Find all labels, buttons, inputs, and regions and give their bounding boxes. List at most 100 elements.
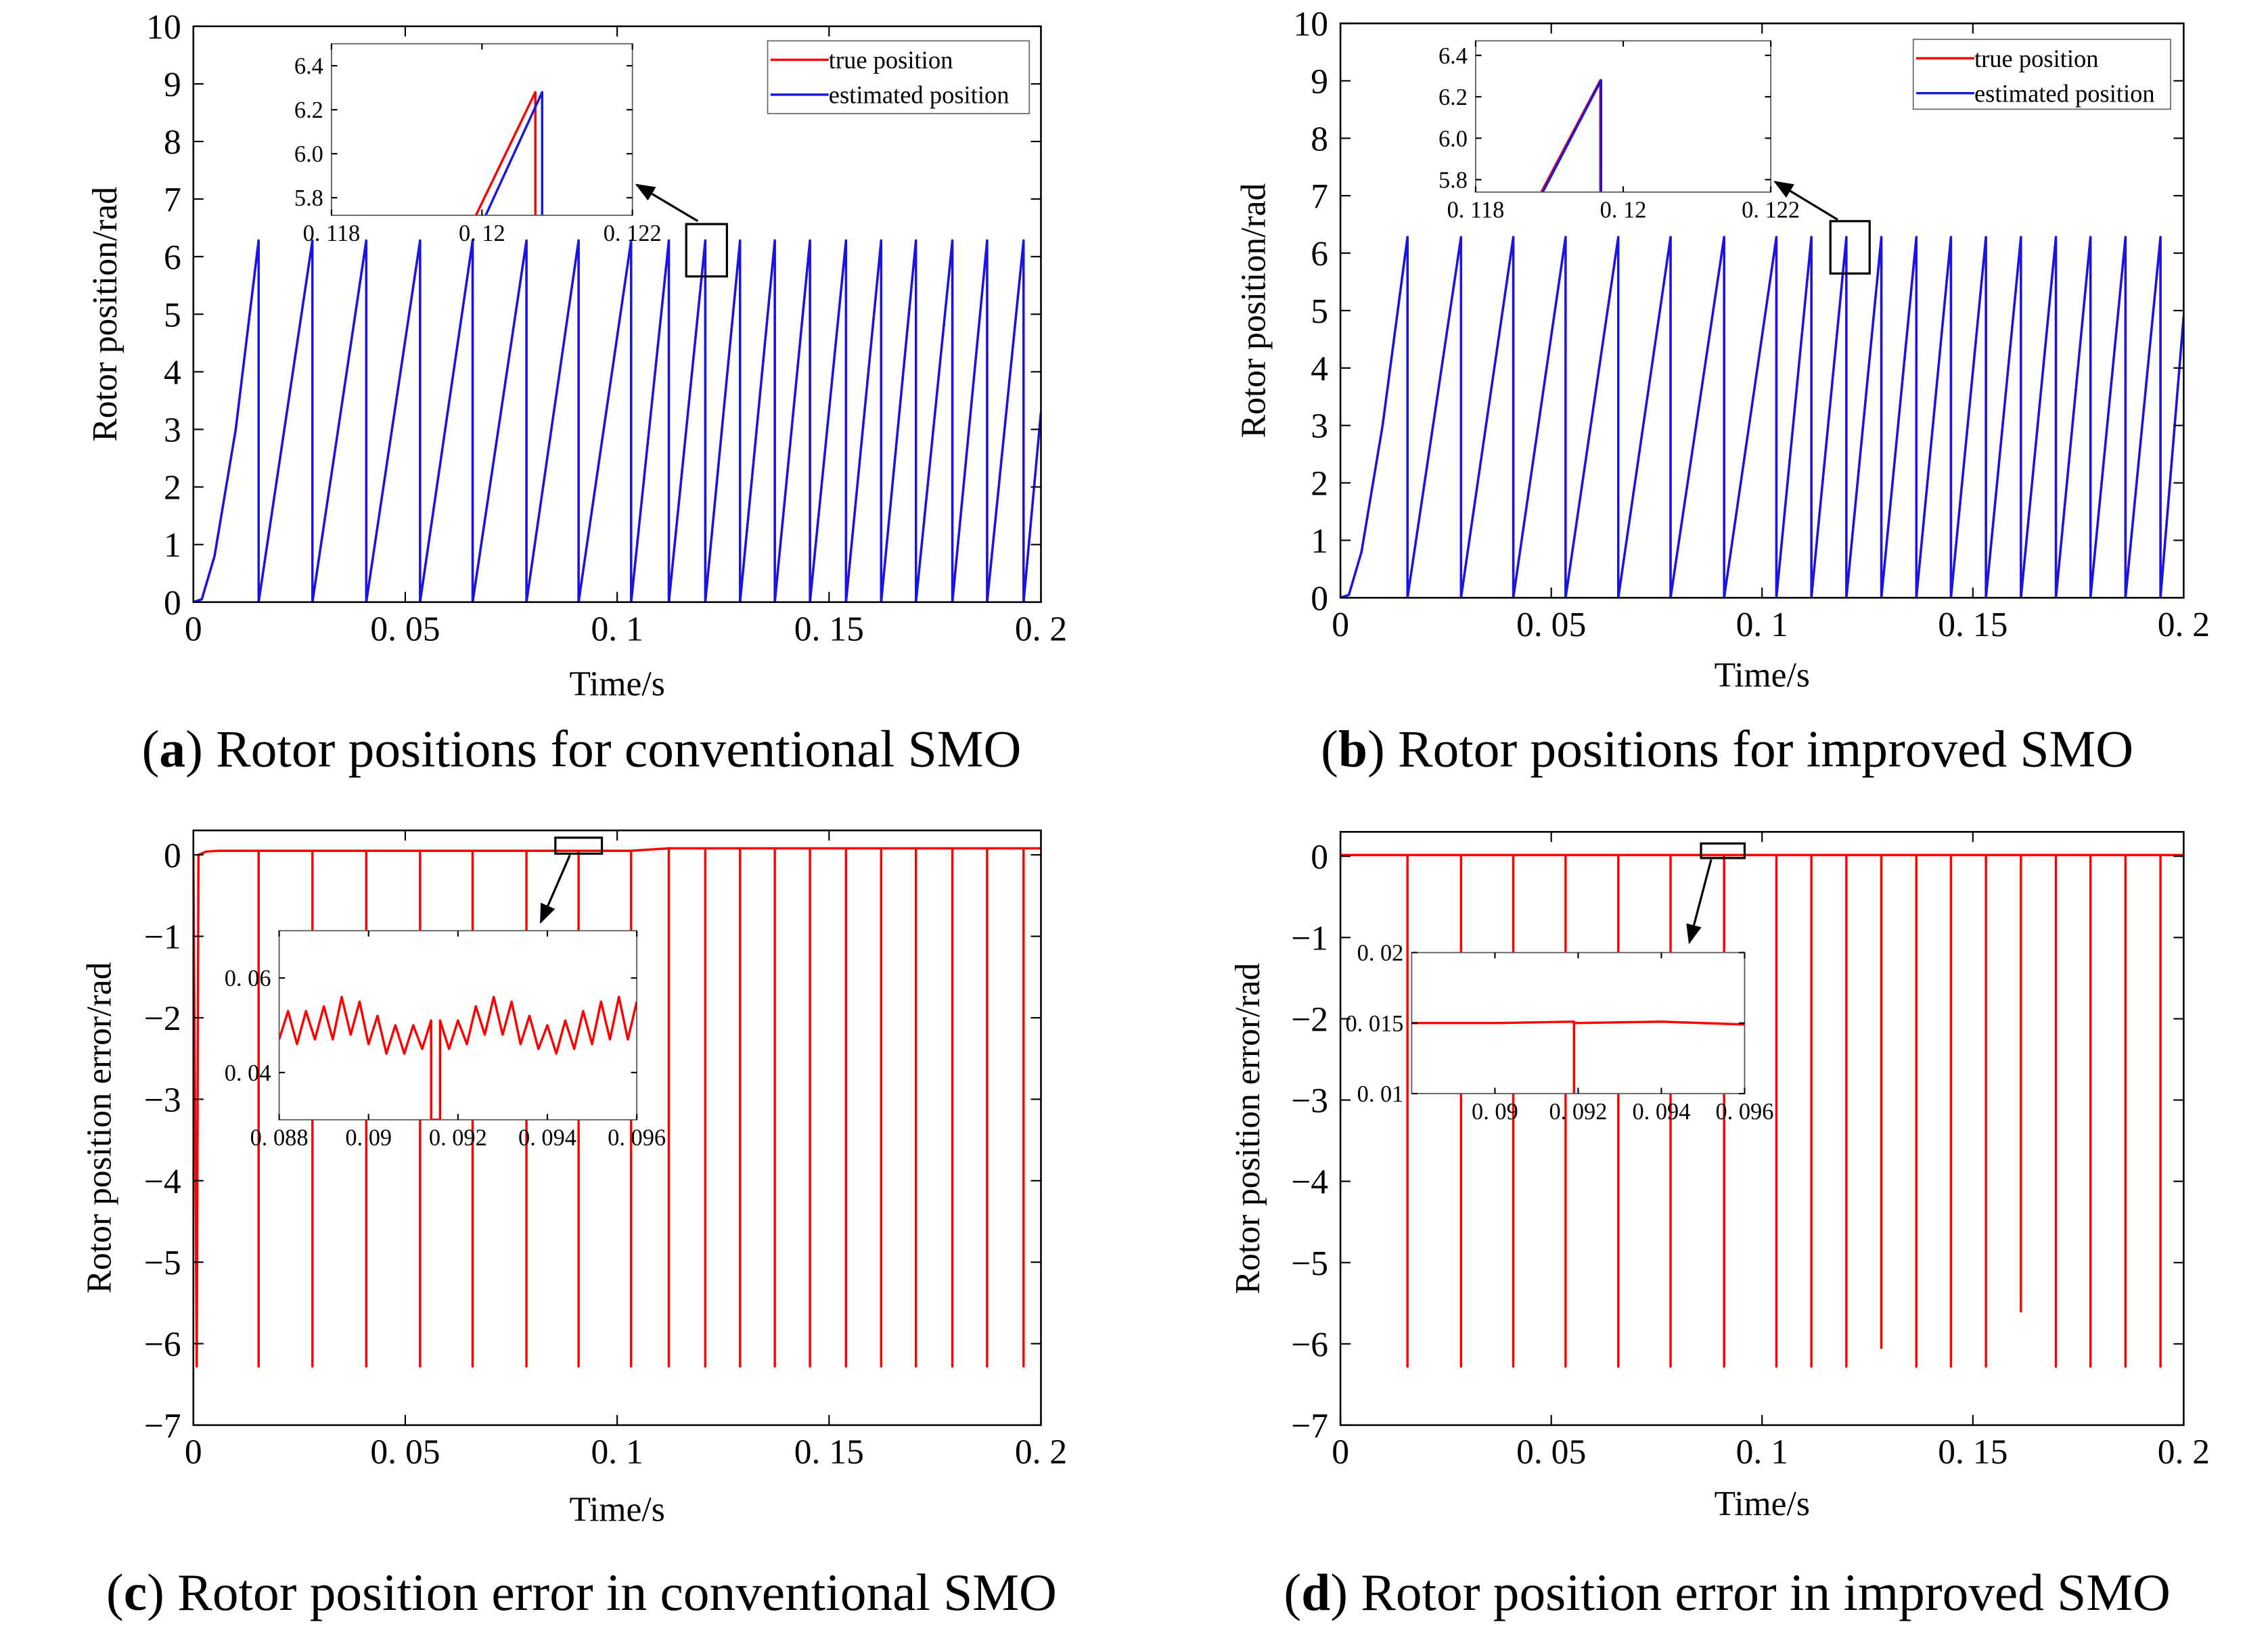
y-tick-label: −1	[144, 918, 181, 957]
x-tick-label: 0. 096	[608, 1125, 666, 1151]
caption-part: (	[1321, 720, 1338, 778]
x-tick-label: 0. 122	[604, 221, 662, 246]
y-tick-label: 9	[164, 66, 181, 104]
zoom-highlight	[1829, 220, 1871, 275]
x-tick-label: 0. 2	[1015, 1433, 1067, 1472]
y-tick-label: 0	[1311, 579, 1328, 618]
y-tick-label: 6.2	[294, 97, 323, 123]
x-axis-label: Time/s	[569, 665, 664, 703]
x-tick-label: 0. 092	[429, 1125, 487, 1151]
caption: (d) Rotor position error in improved SMO	[1284, 1563, 2170, 1621]
legend: true position estimated position	[1912, 39, 2171, 110]
chart-panel: 0 0. 05 0. 1 0. 15 0. 2 0 1 2 3 4 5 6 7 8 9 10 Time/s Rot…	[86, 8, 1067, 778]
x-tick-label: 0	[1332, 606, 1349, 644]
x-tick-label: 0. 092	[1549, 1099, 1607, 1125]
chart-panel: 0 0. 05 0. 1 0. 15 0. 2 0 1 2 3 4 5 6 7 8 9 10 Time/s Rot…	[1234, 5, 2210, 778]
legend-label: true position	[1974, 45, 2099, 72]
y-tick-label: 3	[164, 411, 181, 450]
x-tick-label: 0. 05	[1516, 606, 1586, 644]
inset-background	[1475, 41, 1771, 192]
y-axis-label: Rotor position/rad	[1234, 183, 1273, 438]
x-tick-label: 0. 1	[591, 1433, 643, 1472]
x-tick-label: 0. 1	[1736, 1433, 1788, 1472]
y-tick-label: −3	[1291, 1082, 1328, 1121]
y-tick-label: 7	[1311, 177, 1328, 216]
caption: (c) Rotor position error in conventional…	[106, 1563, 1057, 1621]
caption-part: a	[159, 720, 185, 778]
x-axis-label: Time/s	[1715, 1485, 1810, 1523]
x-axis-label: Time/s	[1715, 656, 1810, 694]
x-tick-label: 0. 05	[370, 1433, 440, 1472]
legend-box	[767, 40, 1030, 114]
data-line	[474, 91, 537, 216]
y-tick-label: 6.0	[294, 141, 323, 167]
y-tick-label: −2	[1291, 1001, 1328, 1039]
x-tick-label: 0. 118	[1447, 198, 1505, 223]
y-tick-label: 6.2	[1438, 85, 1468, 110]
x-tick-label: 0. 12	[1600, 198, 1647, 223]
y-tick-label: 3	[1311, 407, 1328, 446]
zoom-highlight	[685, 223, 728, 278]
x-tick-label: 0. 15	[1938, 1433, 2008, 1472]
legend-label: estimated position	[829, 81, 1010, 109]
zoom-arrow	[635, 183, 699, 223]
caption-part: ) Rotor positions for improved SMO	[1367, 720, 2133, 778]
y-tick-label: −5	[144, 1244, 181, 1282]
zoom-highlight	[1700, 842, 1746, 859]
y-tick-label: 5.8	[1438, 167, 1468, 193]
y-tick-label: −5	[1291, 1244, 1328, 1283]
y-tick-label: 1	[1311, 522, 1328, 560]
y-axis-label: Rotor position error/rad	[1229, 963, 1267, 1295]
y-tick-label: 0. 02	[1357, 941, 1404, 966]
x-tick-label: 0. 05	[370, 610, 440, 648]
zoom-arrow	[539, 855, 571, 924]
y-tick-label: 0. 06	[225, 966, 271, 991]
caption-part: (	[142, 720, 160, 778]
x-tick-label: 0. 2	[2158, 1433, 2210, 1472]
x-tick-label: 0. 15	[1938, 606, 2008, 644]
caption-part: b	[1338, 720, 1367, 778]
y-tick-label: 1	[164, 526, 181, 565]
x-tick-label: 0. 2	[2158, 606, 2210, 644]
y-tick-label: 5.8	[294, 185, 323, 211]
y-tick-label: −7	[1291, 1407, 1328, 1445]
inset-plot	[474, 91, 543, 216]
legend-box	[1912, 39, 2171, 110]
x-tick-label: 0. 09	[345, 1125, 392, 1151]
y-tick-label: −7	[144, 1407, 181, 1445]
data-line	[1541, 78, 1603, 192]
legend: true position estimated position	[767, 40, 1030, 114]
data-line	[1411, 1020, 1745, 1094]
caption-part: ) Rotor position error in improved SMO	[1330, 1563, 2171, 1621]
y-axis-label: Rotor position error/rad	[80, 962, 118, 1294]
y-tick-label: 6.0	[1438, 126, 1468, 152]
x-tick-label: 0. 15	[794, 610, 864, 648]
zoom-arrow	[1686, 859, 1713, 945]
y-tick-label: −4	[144, 1163, 181, 1201]
x-tick-label: 0. 2	[1015, 610, 1067, 648]
y-tick-label: 5	[1311, 292, 1328, 331]
y-tick-label: −6	[1291, 1326, 1328, 1364]
caption-part: (	[1284, 1563, 1301, 1621]
y-tick-label: 0	[164, 584, 181, 623]
y-tick-label: 0. 01	[1357, 1081, 1404, 1107]
x-tick-label: 0. 096	[1716, 1099, 1774, 1125]
x-axis-label: Time/s	[569, 1491, 664, 1529]
inset-plot	[279, 995, 637, 1120]
x-tick-label: 0. 09	[1472, 1099, 1518, 1125]
y-tick-label: 7	[164, 181, 181, 219]
y-axis-label: Rotor position/rad	[86, 187, 124, 442]
x-tick-label: 0. 118	[303, 221, 361, 246]
y-tick-label: 6	[1311, 235, 1328, 273]
plot-area	[1340, 853, 2184, 1368]
x-tick-label: 0. 15	[794, 1433, 864, 1472]
caption-part: ) Rotor position error in conventional S…	[147, 1563, 1057, 1621]
x-tick-label: 0. 05	[1516, 1433, 1586, 1472]
y-tick-label: 0. 04	[225, 1060, 271, 1086]
x-tick-label: 0. 094	[518, 1125, 576, 1151]
data-line	[279, 995, 637, 1120]
y-tick-label: 8	[1311, 120, 1328, 158]
inset-plot	[1411, 1020, 1745, 1094]
y-tick-label: 2	[1311, 465, 1328, 503]
